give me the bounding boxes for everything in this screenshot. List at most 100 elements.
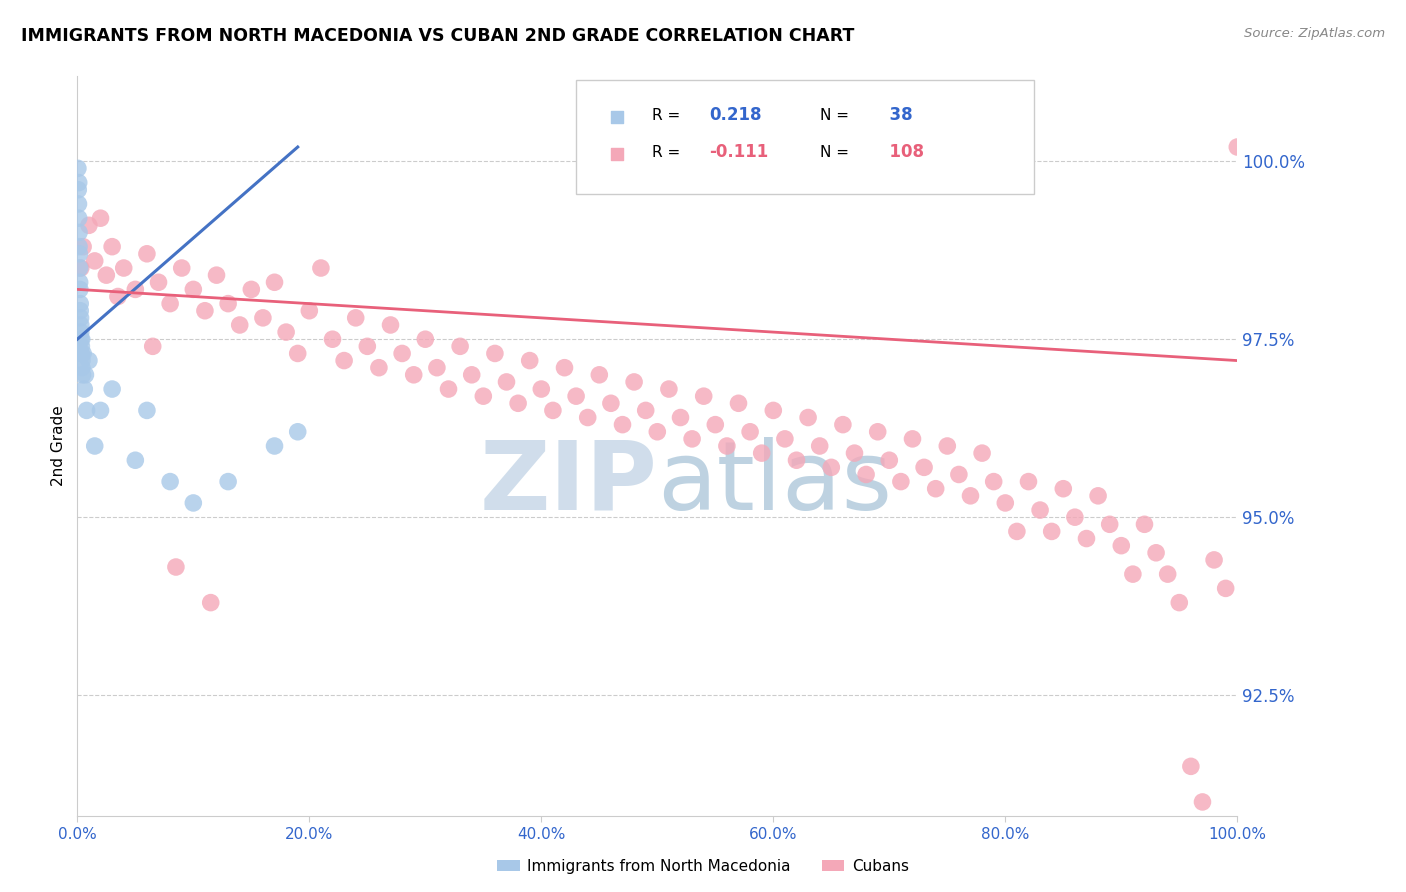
Point xyxy=(634,403,657,417)
Y-axis label: 2nd Grade: 2nd Grade xyxy=(51,406,66,486)
Point xyxy=(588,368,610,382)
Point xyxy=(554,360,576,375)
Point xyxy=(148,275,170,289)
Point xyxy=(69,275,91,289)
Point xyxy=(461,368,484,382)
Point xyxy=(600,396,623,410)
Point xyxy=(565,389,588,403)
Point xyxy=(959,489,981,503)
Point xyxy=(1202,553,1225,567)
Point xyxy=(693,389,716,403)
Point xyxy=(70,332,93,346)
Point xyxy=(72,368,94,382)
Point xyxy=(69,296,91,310)
Point xyxy=(727,396,749,410)
Point xyxy=(69,260,91,275)
Text: 0.218: 0.218 xyxy=(710,106,762,124)
Point xyxy=(1087,489,1109,503)
Point xyxy=(1005,524,1028,539)
Text: R =: R = xyxy=(651,145,679,160)
Point xyxy=(344,310,367,325)
Text: Source: ZipAtlas.com: Source: ZipAtlas.com xyxy=(1244,27,1385,40)
Point xyxy=(877,453,901,467)
Point xyxy=(530,382,553,396)
Point xyxy=(1029,503,1052,517)
Point xyxy=(72,240,94,254)
Point xyxy=(136,247,159,261)
Point xyxy=(228,318,252,332)
Text: -0.111: -0.111 xyxy=(710,143,769,161)
Point xyxy=(200,596,222,610)
Point xyxy=(69,282,91,296)
Point xyxy=(1215,582,1237,596)
Point xyxy=(484,346,506,360)
Point xyxy=(67,247,90,261)
Point xyxy=(1156,567,1178,582)
Point xyxy=(70,346,93,360)
Point xyxy=(69,325,91,339)
Point xyxy=(240,282,263,296)
Point xyxy=(107,289,129,303)
Point xyxy=(69,332,91,346)
Point xyxy=(287,425,309,439)
Point xyxy=(252,310,274,325)
Point xyxy=(101,240,124,254)
Point xyxy=(165,560,187,574)
Point xyxy=(623,375,645,389)
Point xyxy=(1144,546,1167,560)
Point xyxy=(495,375,517,389)
Point xyxy=(159,296,181,310)
Point xyxy=(159,475,181,489)
Point xyxy=(70,339,93,353)
Point xyxy=(751,446,773,460)
Point xyxy=(519,353,541,368)
Point xyxy=(1226,140,1249,154)
Point xyxy=(67,197,90,211)
Point xyxy=(472,389,495,403)
Point xyxy=(658,382,681,396)
Point xyxy=(73,382,96,396)
Point xyxy=(66,161,89,176)
Text: 108: 108 xyxy=(877,143,924,161)
Point xyxy=(820,460,842,475)
Point xyxy=(83,254,105,268)
Point xyxy=(1180,759,1202,773)
Point xyxy=(67,176,90,190)
Point xyxy=(183,282,205,296)
Point xyxy=(762,403,785,417)
Point xyxy=(1133,517,1156,532)
Point xyxy=(925,482,948,496)
Point xyxy=(124,282,146,296)
Point xyxy=(333,353,356,368)
Point xyxy=(704,417,727,432)
Point xyxy=(112,260,135,275)
Point xyxy=(832,417,855,432)
Point xyxy=(1111,539,1133,553)
Point xyxy=(426,360,449,375)
Point xyxy=(183,496,205,510)
Point xyxy=(972,446,994,460)
Point xyxy=(1122,567,1144,582)
Point xyxy=(437,382,460,396)
Point xyxy=(740,425,762,439)
Point xyxy=(368,360,391,375)
Point xyxy=(72,346,94,360)
Point xyxy=(67,183,90,197)
Point xyxy=(797,410,820,425)
Point xyxy=(948,467,970,482)
Point xyxy=(217,296,239,310)
Point xyxy=(76,403,98,417)
Point xyxy=(541,403,564,417)
Point xyxy=(205,268,228,282)
Point xyxy=(77,219,100,233)
Point xyxy=(449,339,471,353)
Point xyxy=(669,410,692,425)
Point xyxy=(263,439,285,453)
Point xyxy=(506,396,529,410)
Point xyxy=(170,260,193,275)
Point xyxy=(217,475,239,489)
Point xyxy=(901,432,924,446)
Point xyxy=(69,310,91,325)
Text: N =: N = xyxy=(820,108,849,122)
Point xyxy=(402,368,425,382)
